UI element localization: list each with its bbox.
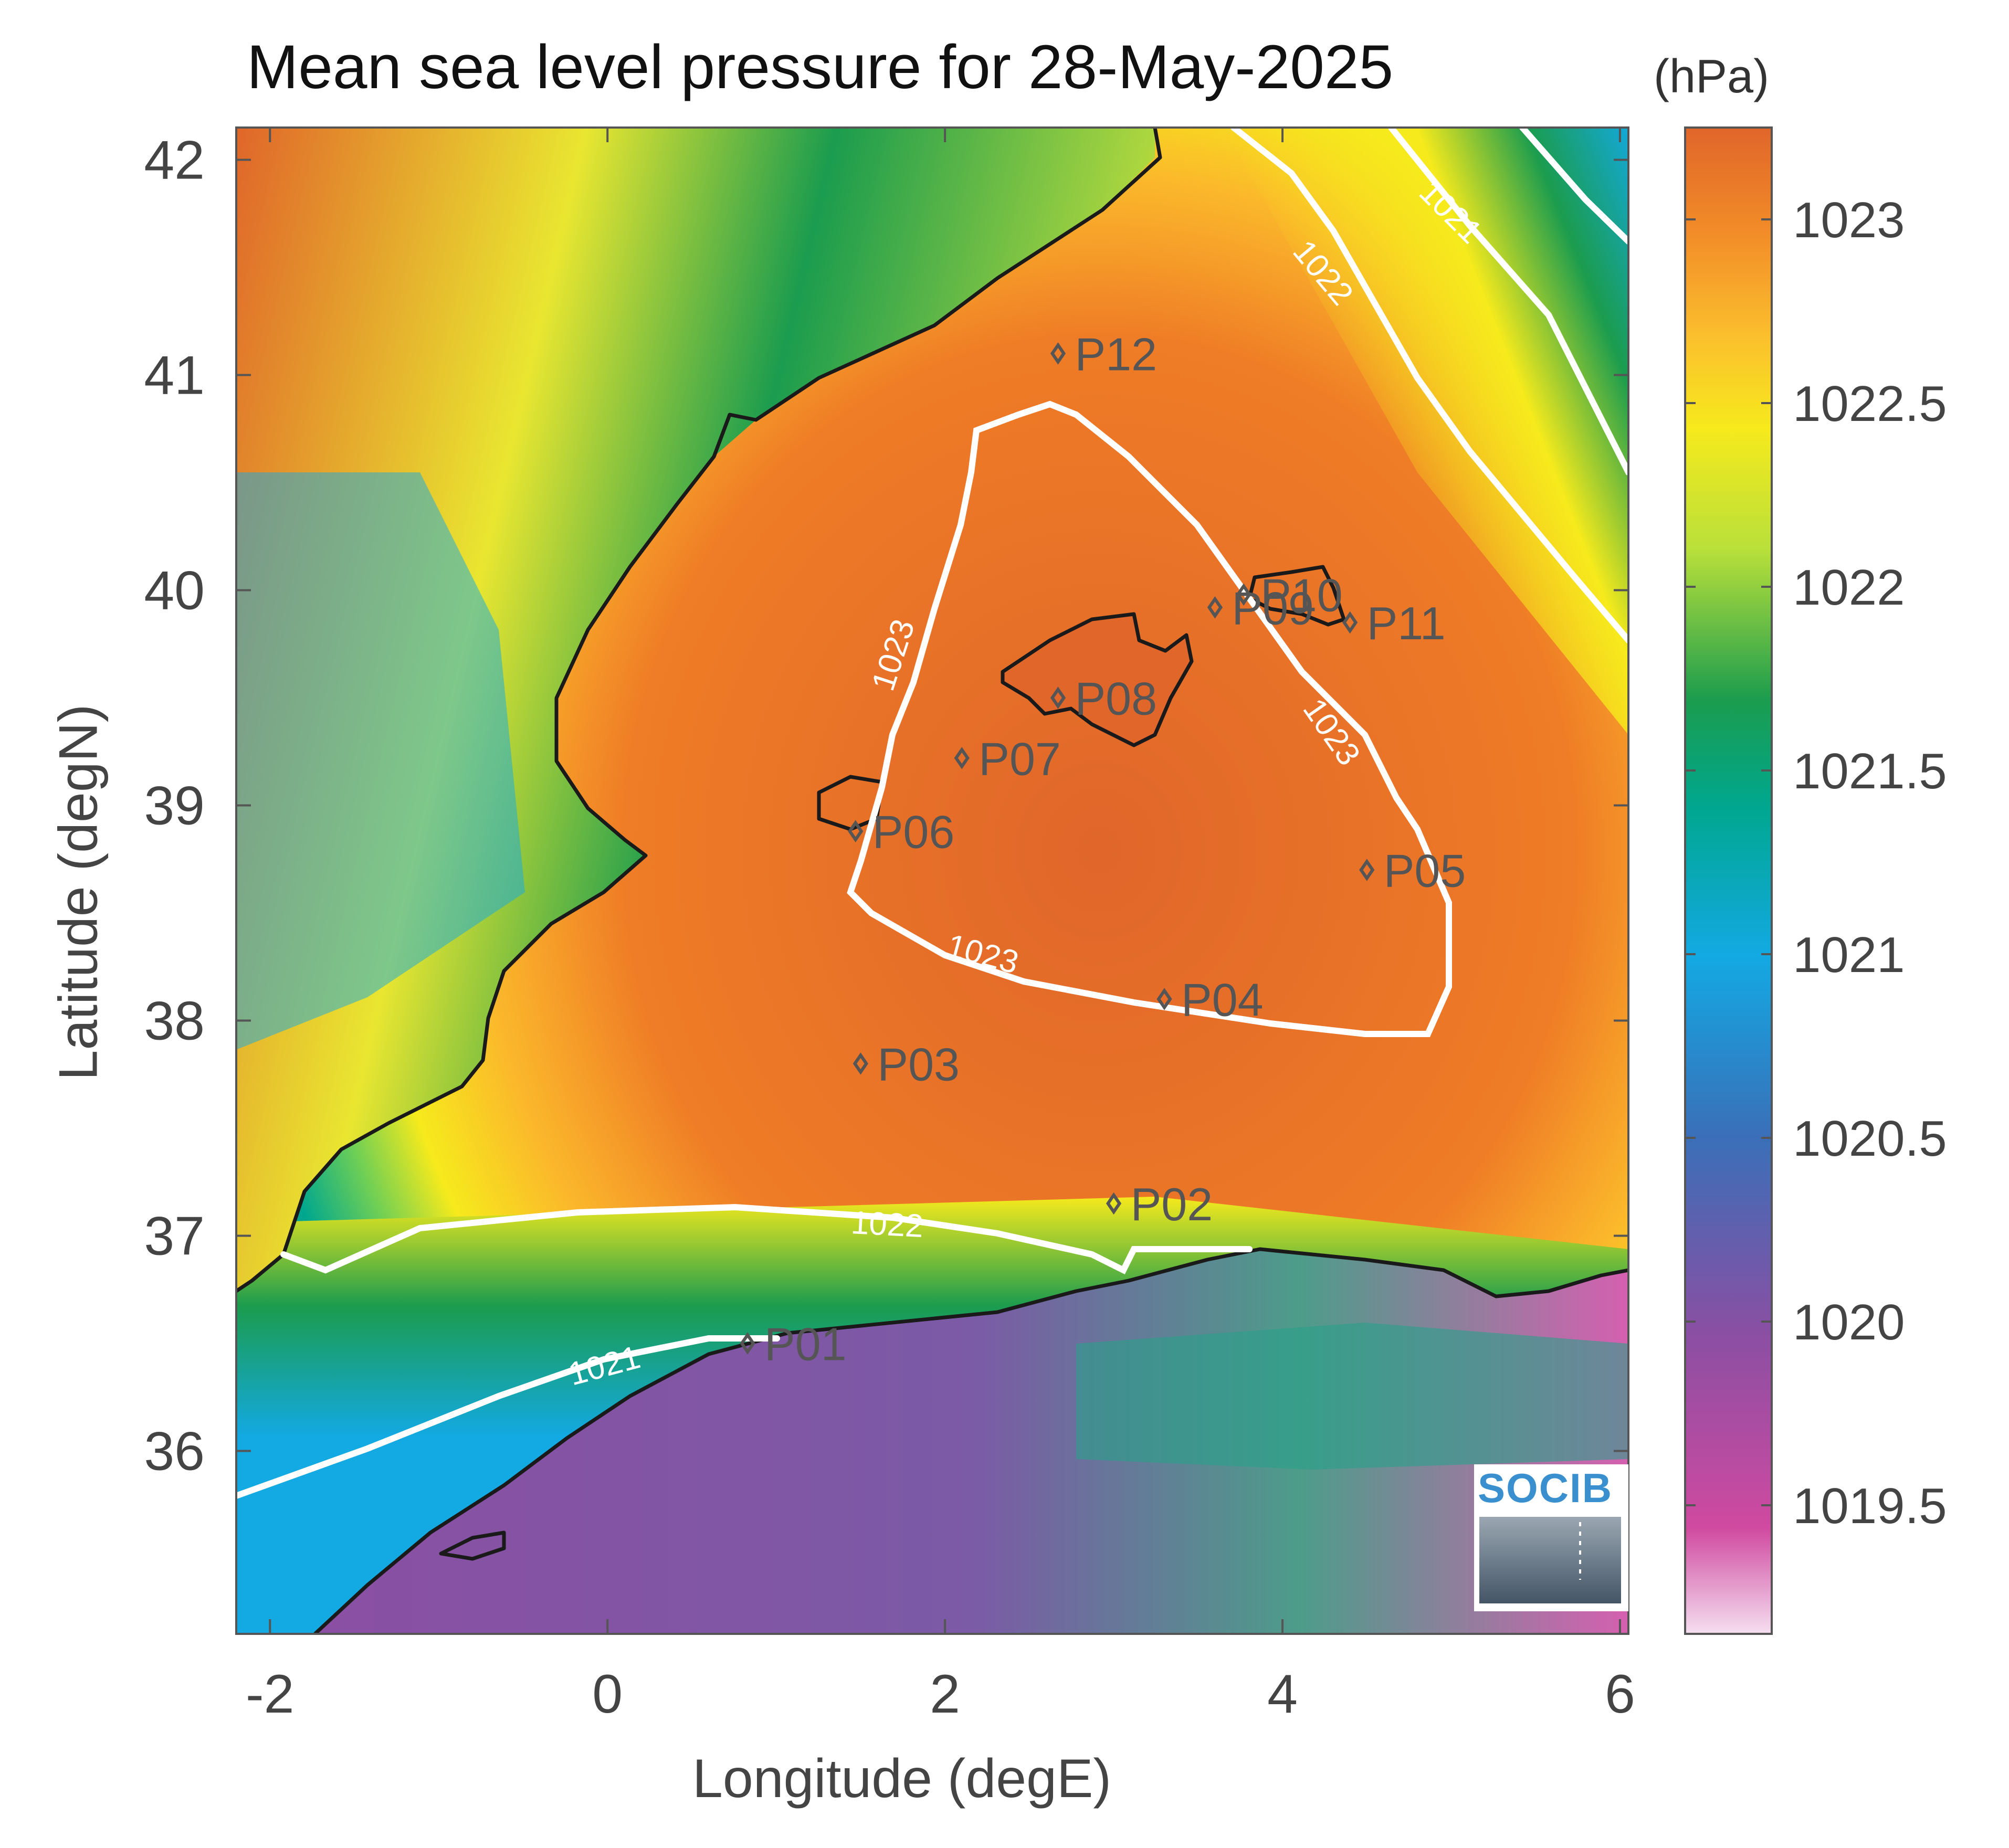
x-tick-label: -2 bbox=[246, 1664, 294, 1725]
colorbar-tick-label: 1023 bbox=[1793, 192, 1905, 248]
point-marker bbox=[740, 1332, 755, 1355]
colorbar-unit-label: (hPa) bbox=[1654, 50, 1770, 103]
coastline bbox=[236, 128, 1628, 1634]
iberia-land bbox=[236, 128, 1155, 1291]
y-tick-label: 38 bbox=[144, 991, 205, 1052]
point-marker bbox=[1342, 611, 1358, 634]
point-marker bbox=[1236, 583, 1251, 606]
iberia-inland-low bbox=[236, 472, 525, 1050]
point-label: P08 bbox=[1075, 673, 1157, 725]
point-label: P07 bbox=[979, 733, 1061, 785]
iberia-coastline bbox=[236, 128, 1162, 1293]
pressure-field bbox=[236, 128, 1628, 1634]
colorbar-tick-label: 1020.5 bbox=[1793, 1111, 1947, 1167]
plot-frame bbox=[235, 126, 1629, 1635]
y-tick-label: 39 bbox=[144, 776, 205, 837]
x-tick-label: 2 bbox=[930, 1664, 960, 1725]
northeast-low-gradient bbox=[1223, 128, 1628, 735]
atlas-mountains bbox=[1076, 1323, 1628, 1470]
contour-1021-south bbox=[236, 1335, 780, 1499]
y-tick-label: 40 bbox=[144, 561, 205, 621]
ibiza-coastline bbox=[817, 775, 884, 831]
alboran-coastline bbox=[439, 1530, 506, 1561]
contour-1022-south bbox=[280, 1203, 1253, 1275]
y-axis-ticks: 42 41 40 39 38 37 36 bbox=[144, 130, 1628, 1482]
point-label: P12 bbox=[1075, 329, 1157, 381]
point-label: P01 bbox=[764, 1318, 847, 1370]
point-marker bbox=[1050, 342, 1066, 365]
y-tick-label: 42 bbox=[144, 130, 205, 191]
point-marker bbox=[1359, 859, 1375, 881]
point-marker bbox=[1106, 1192, 1122, 1215]
point-label: P06 bbox=[872, 806, 955, 858]
x-axis-ticks: -2 0 2 4 6 bbox=[246, 128, 1635, 1725]
colorbar-tick-label: 1021.5 bbox=[1793, 743, 1947, 799]
y-tick-label: 37 bbox=[144, 1206, 205, 1267]
colorbar bbox=[1684, 126, 1773, 1635]
socib-logo bbox=[1474, 1464, 1628, 1611]
point-label: P05 bbox=[1384, 845, 1466, 897]
colorbar-tick-label: 1021 bbox=[1793, 927, 1905, 983]
point-label: P02 bbox=[1131, 1178, 1213, 1230]
y-tick-label: 36 bbox=[144, 1421, 205, 1482]
y-tick-label: 41 bbox=[144, 345, 205, 406]
contour-1021-north bbox=[1388, 128, 1628, 476]
colorbar-ticks: 1023 1022.5 1022 1021.5 1021 1020.5 1020 1019.5 bbox=[1685, 192, 1947, 1534]
contour-1020-north bbox=[1519, 128, 1628, 245]
point-marker bbox=[853, 1052, 869, 1075]
menorca-coastline bbox=[1247, 565, 1346, 627]
point-marker bbox=[954, 747, 970, 769]
point-label: P03 bbox=[877, 1039, 960, 1091]
point-label: P10 bbox=[1260, 569, 1343, 621]
x-tick-label: 4 bbox=[1267, 1664, 1298, 1725]
point-label: P04 bbox=[1181, 974, 1264, 1026]
point-marker bbox=[1207, 596, 1223, 619]
point-marker bbox=[848, 820, 864, 842]
colorbar-tick-label: 1020 bbox=[1793, 1294, 1905, 1350]
contour-1022-north bbox=[1230, 128, 1628, 643]
x-axis-label: Longitude (degE) bbox=[692, 1748, 1111, 1809]
x-tick-label: 0 bbox=[592, 1664, 623, 1725]
socib-logo-text: SOCIB bbox=[1478, 1465, 1613, 1511]
map-title: Mean sea level pressure for 28-May-2025 bbox=[247, 33, 1394, 102]
x-tick-label: 6 bbox=[1605, 1664, 1635, 1725]
africa-coastline bbox=[313, 1247, 1628, 1634]
point-marker bbox=[1156, 988, 1172, 1010]
point-label: P11 bbox=[1367, 597, 1446, 649]
colorbar-tick-label: 1022.5 bbox=[1793, 376, 1947, 432]
mallorca-coastline bbox=[1001, 612, 1194, 747]
contour-lines bbox=[236, 128, 1628, 1499]
contour-label: 1022 bbox=[850, 1205, 924, 1244]
point-marker bbox=[1050, 687, 1066, 709]
contour-1023 bbox=[847, 400, 1452, 1037]
colorbar-tick-label: 1019.5 bbox=[1793, 1478, 1947, 1534]
colorbar-tick-label: 1022 bbox=[1793, 559, 1905, 616]
